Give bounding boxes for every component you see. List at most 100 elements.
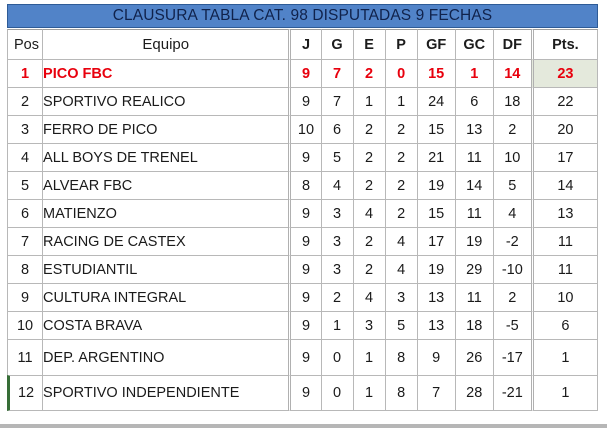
- cell-goals-against: 13: [454, 115, 493, 143]
- table-row[interactable]: 5 ALVEAR FBC 8 4 2 2 19 14 5 14: [7, 171, 598, 199]
- cell-goals-against: 11: [454, 143, 493, 171]
- cell-pos: 12: [7, 375, 43, 411]
- table-row[interactable]: 7 RACING DE CASTEX 9 3 2 4 17 19 -2 11: [7, 227, 598, 255]
- cell-won: 6: [320, 115, 353, 143]
- cell-points: 22: [530, 87, 598, 115]
- cell-drawn: 2: [352, 255, 385, 283]
- column-header-drawn: E: [352, 29, 385, 59]
- cell-pos: 1: [7, 59, 43, 87]
- cell-goals-against: 14: [454, 171, 493, 199]
- cell-points: 20: [530, 115, 598, 143]
- cell-points: 1: [530, 375, 598, 411]
- cell-drawn: 2: [352, 227, 385, 255]
- table-title-bar: CLAUSURA TABLA CAT. 98 DISPUTADAS 9 FECH…: [7, 4, 598, 28]
- table-row[interactable]: 4 ALL BOYS DE TRENEL 9 5 2 2 21 11 10 17: [7, 143, 598, 171]
- cell-drawn: 4: [352, 283, 385, 311]
- cell-pos: 5: [7, 171, 43, 199]
- table-row[interactable]: 12 SPORTIVO INDEPENDIENTE 9 0 1 8 7 28 -21 1: [7, 375, 598, 411]
- cell-pos: 4: [7, 143, 43, 171]
- column-header-pos: Pos: [7, 29, 43, 59]
- cell-won: 3: [320, 227, 353, 255]
- cell-points: 13: [530, 199, 598, 227]
- cell-points: 17: [530, 143, 598, 171]
- cell-goal-diff: 14: [492, 59, 531, 87]
- table-row[interactable]: 8 ESTUDIANTIL 9 3 2 4 19 29 -10 11: [7, 255, 598, 283]
- cell-points: 11: [530, 255, 598, 283]
- cell-goal-diff: -17: [492, 339, 531, 375]
- standings-table: Pos Equipo J G E P GF GC DF Pts. 1 PICO F…: [7, 29, 598, 411]
- cell-played: 9: [288, 143, 321, 171]
- cell-drawn: 1: [352, 87, 385, 115]
- cell-lost: 4: [384, 227, 417, 255]
- cell-played: 9: [288, 375, 321, 411]
- cell-goals-against: 11: [454, 283, 493, 311]
- cell-played: 9: [288, 339, 321, 375]
- cell-played: 9: [288, 227, 321, 255]
- cell-team: ESTUDIANTIL: [42, 255, 289, 283]
- table-row[interactable]: 2 SPORTIVO REALICO 9 7 1 1 24 6 18 22: [7, 87, 598, 115]
- cell-drawn: 3: [352, 311, 385, 339]
- cell-team: DEP. ARGENTINO: [42, 339, 289, 375]
- cell-played: 9: [288, 199, 321, 227]
- cell-goal-diff: -2: [492, 227, 531, 255]
- cell-team: COSTA BRAVA: [42, 311, 289, 339]
- cell-goals-against: 6: [454, 87, 493, 115]
- cell-goals-for: 9: [416, 339, 455, 375]
- cell-played: 9: [288, 87, 321, 115]
- column-header-won: G: [320, 29, 353, 59]
- sheet-bottom-edge: [0, 424, 607, 428]
- cell-goal-diff: 4: [492, 199, 531, 227]
- cell-goals-for: 21: [416, 143, 455, 171]
- cell-goals-against: 19: [454, 227, 493, 255]
- cell-drawn: 2: [352, 143, 385, 171]
- cell-team: CULTURA INTEGRAL: [42, 283, 289, 311]
- column-header-points: Pts.: [530, 29, 598, 59]
- cell-goals-against: 26: [454, 339, 493, 375]
- cell-team: ALVEAR FBC: [42, 171, 289, 199]
- cell-pos: 6: [7, 199, 43, 227]
- table-row[interactable]: 10 COSTA BRAVA 9 1 3 5 13 18 -5 6: [7, 311, 598, 339]
- cell-won: 0: [320, 375, 353, 411]
- cell-goal-diff: 2: [492, 115, 531, 143]
- cell-played: 9: [288, 283, 321, 311]
- cell-lost: 2: [384, 115, 417, 143]
- cell-points: 1: [530, 339, 598, 375]
- cell-team: RACING DE CASTEX: [42, 227, 289, 255]
- cell-points: 14: [530, 171, 598, 199]
- table-row[interactable]: 11 DEP. ARGENTINO 9 0 1 8 9 26 -17 1: [7, 339, 598, 375]
- cell-won: 0: [320, 339, 353, 375]
- cell-pos: 10: [7, 311, 43, 339]
- cell-lost: 4: [384, 255, 417, 283]
- table-row[interactable]: 6 MATIENZO 9 3 4 2 15 11 4 13: [7, 199, 598, 227]
- cell-team: MATIENZO: [42, 199, 289, 227]
- cell-drawn: 2: [352, 59, 385, 87]
- cell-played: 9: [288, 255, 321, 283]
- cell-goal-diff: -10: [492, 255, 531, 283]
- cell-drawn: 1: [352, 375, 385, 411]
- column-header-goals-against: GC: [454, 29, 493, 59]
- cell-played: 9: [288, 59, 321, 87]
- cell-played: 8: [288, 171, 321, 199]
- cell-goals-for: 15: [416, 59, 455, 87]
- cell-played: 10: [288, 115, 321, 143]
- cell-lost: 2: [384, 171, 417, 199]
- cell-drawn: 4: [352, 199, 385, 227]
- cell-goals-for: 7: [416, 375, 455, 411]
- table-row[interactable]: 1 PICO FBC 9 7 2 0 15 1 14 23: [7, 59, 598, 87]
- cell-goals-for: 13: [416, 311, 455, 339]
- table-row[interactable]: 3 FERRO DE PICO 10 6 2 2 15 13 2 20: [7, 115, 598, 143]
- cell-points: 10: [530, 283, 598, 311]
- cell-won: 2: [320, 283, 353, 311]
- cell-goals-against: 29: [454, 255, 493, 283]
- column-header-team: Equipo: [42, 29, 289, 59]
- cell-goals-against: 1: [454, 59, 493, 87]
- standings-body: 1 PICO FBC 9 7 2 0 15 1 14 23 2 SPORTIVO REALICO 9 7 1…: [7, 59, 598, 411]
- cell-goals-against: 11: [454, 199, 493, 227]
- cell-goals-against: 28: [454, 375, 493, 411]
- cell-pos: 7: [7, 227, 43, 255]
- page-title: CLAUSURA TABLA CAT. 98 DISPUTADAS 9 FECH…: [112, 7, 493, 24]
- table-row[interactable]: 9 CULTURA INTEGRAL 9 2 4 3 13 11 2 10: [7, 283, 598, 311]
- cell-played: 9: [288, 311, 321, 339]
- column-header-played: J: [288, 29, 321, 59]
